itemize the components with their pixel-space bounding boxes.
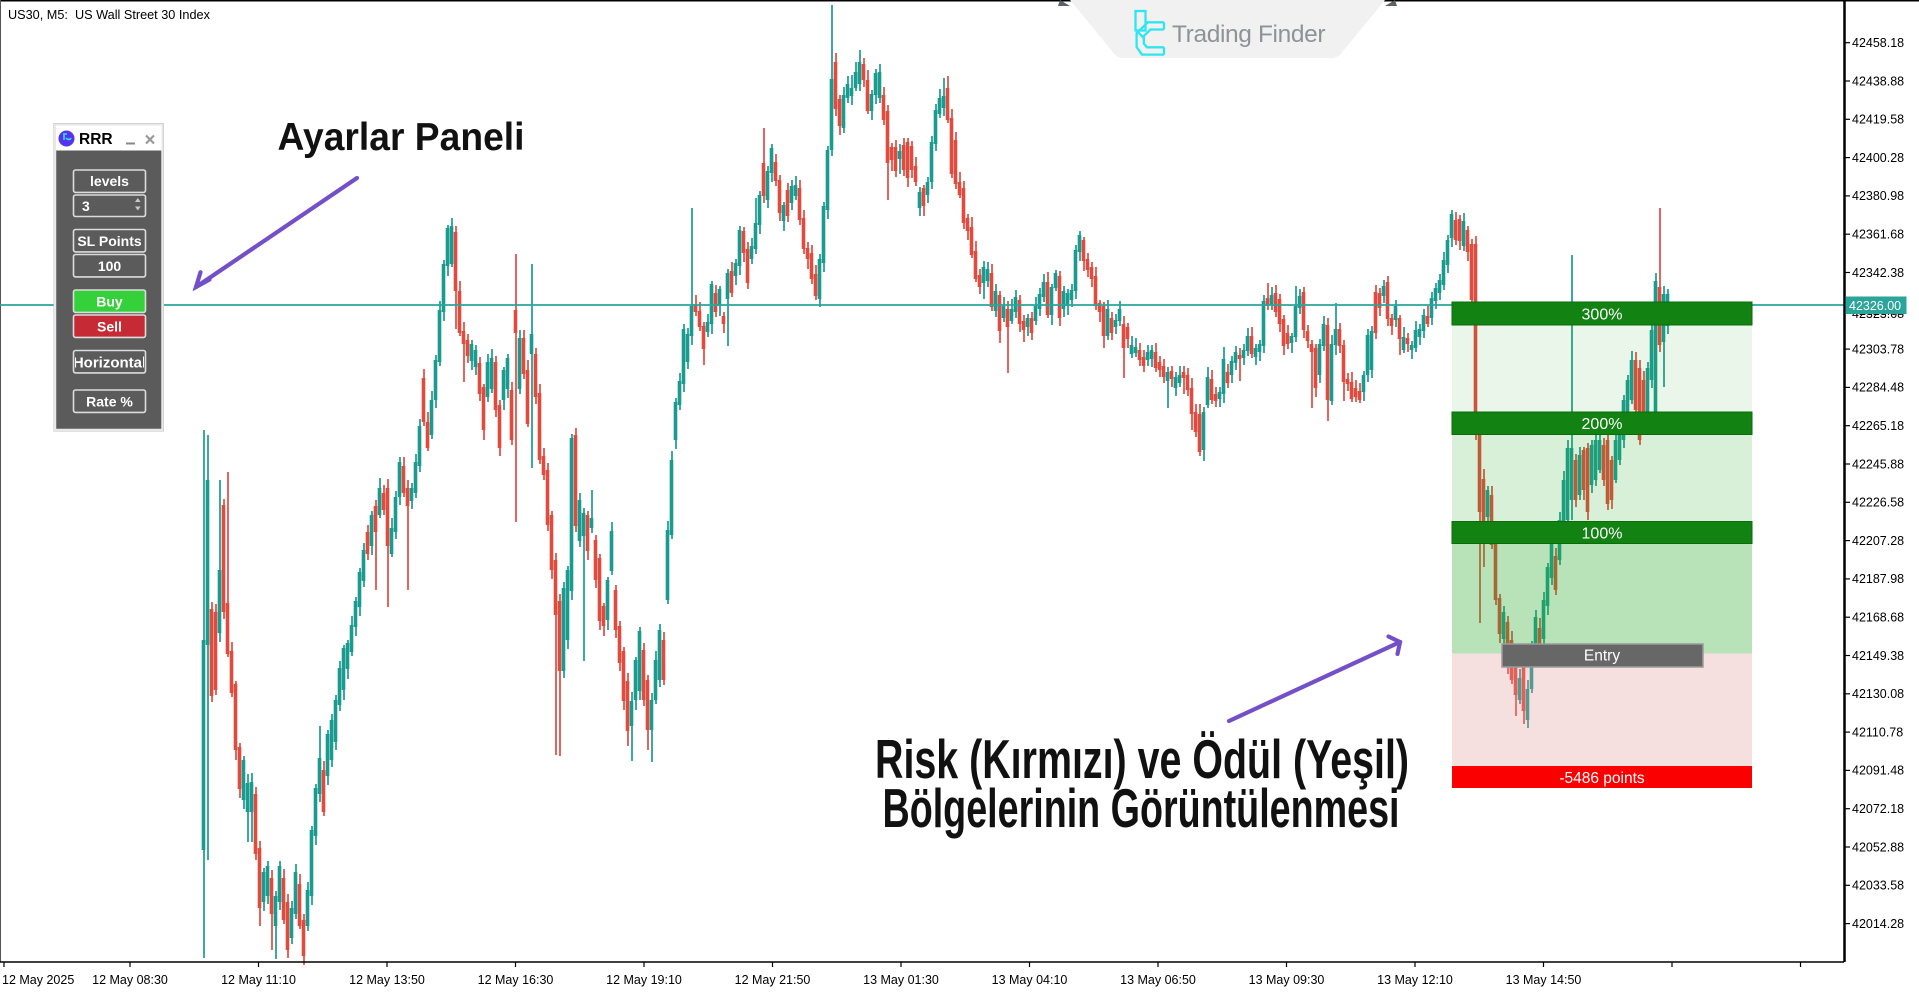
svg-text:42458.18: 42458.18 xyxy=(1852,36,1904,50)
svg-text:42033.58: 42033.58 xyxy=(1852,879,1904,893)
svg-text:12 May 2025: 12 May 2025 xyxy=(2,973,74,987)
svg-text:13 May 14:50: 13 May 14:50 xyxy=(1506,973,1582,987)
svg-text:42303.78: 42303.78 xyxy=(1852,342,1904,356)
svg-text:42326.00: 42326.00 xyxy=(1849,299,1901,313)
svg-text:Entry: Entry xyxy=(1584,648,1620,665)
svg-text:12 May 11:10: 12 May 11:10 xyxy=(221,973,296,987)
svg-text:200%: 200% xyxy=(1582,416,1623,433)
svg-text:42438.88: 42438.88 xyxy=(1852,74,1904,88)
svg-text:13 May 09:30: 13 May 09:30 xyxy=(1249,973,1325,987)
svg-text:Horizontal: Horizontal xyxy=(73,355,146,372)
svg-text:-5486 points: -5486 points xyxy=(1559,770,1645,787)
svg-text:42380.98: 42380.98 xyxy=(1852,189,1904,203)
svg-text:SL Points: SL Points xyxy=(77,233,142,249)
svg-text:42419.58: 42419.58 xyxy=(1852,113,1904,127)
svg-text:12 May 21:50: 12 May 21:50 xyxy=(735,973,811,987)
svg-text:RRR: RRR xyxy=(79,131,113,148)
svg-text:Ayarlar Paneli: Ayarlar Paneli xyxy=(278,116,525,159)
svg-text:42400.28: 42400.28 xyxy=(1852,151,1904,165)
svg-text:42245.88: 42245.88 xyxy=(1852,457,1904,471)
svg-text:13 May 12:10: 13 May 12:10 xyxy=(1377,973,1453,987)
svg-text:42187.98: 42187.98 xyxy=(1852,572,1904,586)
svg-text:42052.88: 42052.88 xyxy=(1852,840,1904,854)
svg-text:100: 100 xyxy=(98,258,122,274)
svg-text:42265.18: 42265.18 xyxy=(1852,419,1904,433)
svg-text:42226.58: 42226.58 xyxy=(1852,496,1904,510)
svg-text:13 May 04:10: 13 May 04:10 xyxy=(992,973,1068,987)
svg-text:12 May 16:30: 12 May 16:30 xyxy=(478,973,554,987)
svg-text:42110.78: 42110.78 xyxy=(1852,725,1903,739)
svg-text:42361.68: 42361.68 xyxy=(1852,228,1904,242)
svg-text:42014.28: 42014.28 xyxy=(1852,917,1904,931)
svg-text:42207.28: 42207.28 xyxy=(1852,534,1904,548)
svg-text:levels: levels xyxy=(90,173,129,189)
svg-text:42284.48: 42284.48 xyxy=(1852,381,1904,395)
svg-text:12 May 13:50: 12 May 13:50 xyxy=(349,973,425,987)
svg-text:13 May 01:30: 13 May 01:30 xyxy=(863,973,939,987)
svg-text:42130.08: 42130.08 xyxy=(1852,687,1904,701)
svg-text:42342.38: 42342.38 xyxy=(1852,266,1904,280)
svg-text:42168.68: 42168.68 xyxy=(1852,611,1904,625)
svg-text:3: 3 xyxy=(82,198,90,214)
svg-text:13 May 06:50: 13 May 06:50 xyxy=(1120,973,1196,987)
svg-text:US30, M5: US Wall Street 30 I: US30, M5: US Wall Street 30 Index xyxy=(8,8,211,22)
svg-text:42091.48: 42091.48 xyxy=(1852,764,1904,778)
svg-text:42149.38: 42149.38 xyxy=(1852,649,1904,663)
svg-text:12 May 08:30: 12 May 08:30 xyxy=(92,973,168,987)
svg-text:Rate %: Rate % xyxy=(86,394,133,410)
svg-text:Trading Finder: Trading Finder xyxy=(1172,21,1327,48)
svg-text:Bölgelerinin Görüntülenmesi: Bölgelerinin Görüntülenmesi xyxy=(883,777,1400,839)
svg-text:12 May 19:10: 12 May 19:10 xyxy=(606,973,682,987)
svg-text:42072.18: 42072.18 xyxy=(1852,802,1904,816)
svg-text:300%: 300% xyxy=(1582,307,1623,324)
svg-text:Sell: Sell xyxy=(97,319,122,335)
svg-text:Buy: Buy xyxy=(96,294,123,310)
svg-text:Risk (Kırmızı) ve Ödül (Yeşil): Risk (Kırmızı) ve Ödül (Yeşil) xyxy=(875,728,1409,790)
svg-text:100%: 100% xyxy=(1582,526,1623,543)
